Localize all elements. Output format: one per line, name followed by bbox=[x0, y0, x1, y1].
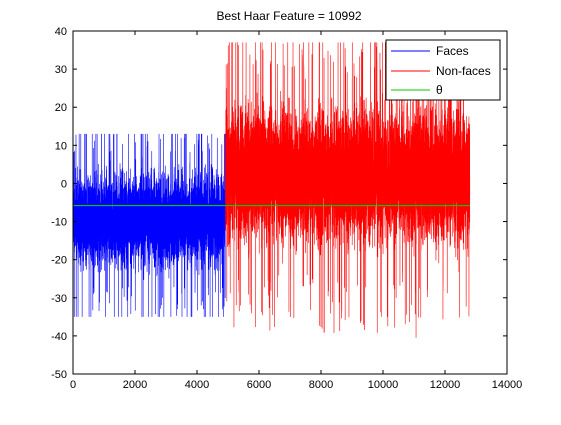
y-tick-label: 40 bbox=[55, 26, 67, 38]
plot-area-border bbox=[72, 30, 508, 375]
series-faces-line bbox=[72, 133, 226, 317]
y-tick-label: -30 bbox=[51, 293, 67, 305]
legend-label-non-faces: Non-faces bbox=[436, 64, 491, 78]
x-tick-label: 10000 bbox=[368, 379, 399, 391]
x-tick-label: 14000 bbox=[492, 379, 523, 391]
x-tick-label: 2000 bbox=[123, 379, 147, 391]
series-non-faces-line bbox=[225, 42, 471, 338]
y-tick-label: 20 bbox=[55, 102, 67, 114]
y-tick-label: 30 bbox=[55, 64, 67, 76]
legend-label-faces: Faces bbox=[436, 44, 469, 58]
x-tick-label: 0 bbox=[70, 379, 76, 391]
axis-layer: 0 2000 4000 6000 8000 10000 12000 14000 -50 -40 -3… bbox=[51, 26, 522, 391]
y-tick-label: -40 bbox=[51, 331, 67, 343]
legend-label-theta: θ bbox=[436, 83, 443, 97]
x-tick-label: 8000 bbox=[309, 379, 333, 391]
y-tick-label: -20 bbox=[51, 255, 67, 267]
y-tick-label: -10 bbox=[51, 217, 67, 229]
x-tick-label: 6000 bbox=[247, 379, 271, 391]
legend: Faces Non-faces θ bbox=[385, 39, 501, 101]
series-layer bbox=[72, 42, 471, 338]
x-tick-label: 12000 bbox=[430, 379, 461, 391]
chart-title: Best Haar Feature = 10992 bbox=[216, 9, 361, 23]
y-tick-label: 0 bbox=[61, 178, 67, 190]
y-tick-label: 10 bbox=[55, 140, 67, 152]
y-tick-label: -50 bbox=[51, 369, 67, 381]
x-tick-label: 4000 bbox=[185, 379, 209, 391]
